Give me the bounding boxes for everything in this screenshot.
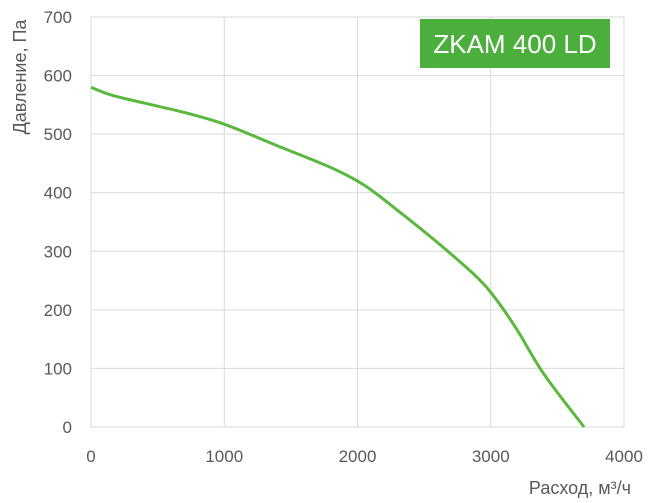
y-tick-label: 300 (44, 242, 72, 261)
x-tick-label: 1000 (205, 447, 243, 466)
grid-lines (90, 16, 625, 428)
x-tick-label: 4000 (605, 447, 643, 466)
x-axis-title: Расход, м³/ч (529, 478, 631, 498)
x-axis-ticks: 0 1000 2000 3000 4000 (86, 447, 643, 466)
x-tick-label: 3000 (472, 447, 510, 466)
y-axis-title: Давление, Па (10, 19, 30, 135)
y-tick-label: 700 (44, 8, 72, 27)
y-tick-label: 500 (44, 125, 72, 144)
y-tick-label: 600 (44, 67, 72, 86)
y-tick-label: 0 (63, 418, 72, 437)
model-badge-text: ZKAM 400 LD (433, 29, 596, 59)
y-axis-ticks: 0 100 200 300 400 500 600 700 (44, 8, 72, 437)
x-tick-label: 2000 (339, 447, 377, 466)
x-tick-label: 0 (86, 447, 95, 466)
y-tick-label: 200 (44, 301, 72, 320)
y-tick-label: 100 (44, 359, 72, 378)
y-tick-label: 400 (44, 184, 72, 203)
series-line (90, 85, 586, 428)
model-badge (420, 19, 610, 68)
